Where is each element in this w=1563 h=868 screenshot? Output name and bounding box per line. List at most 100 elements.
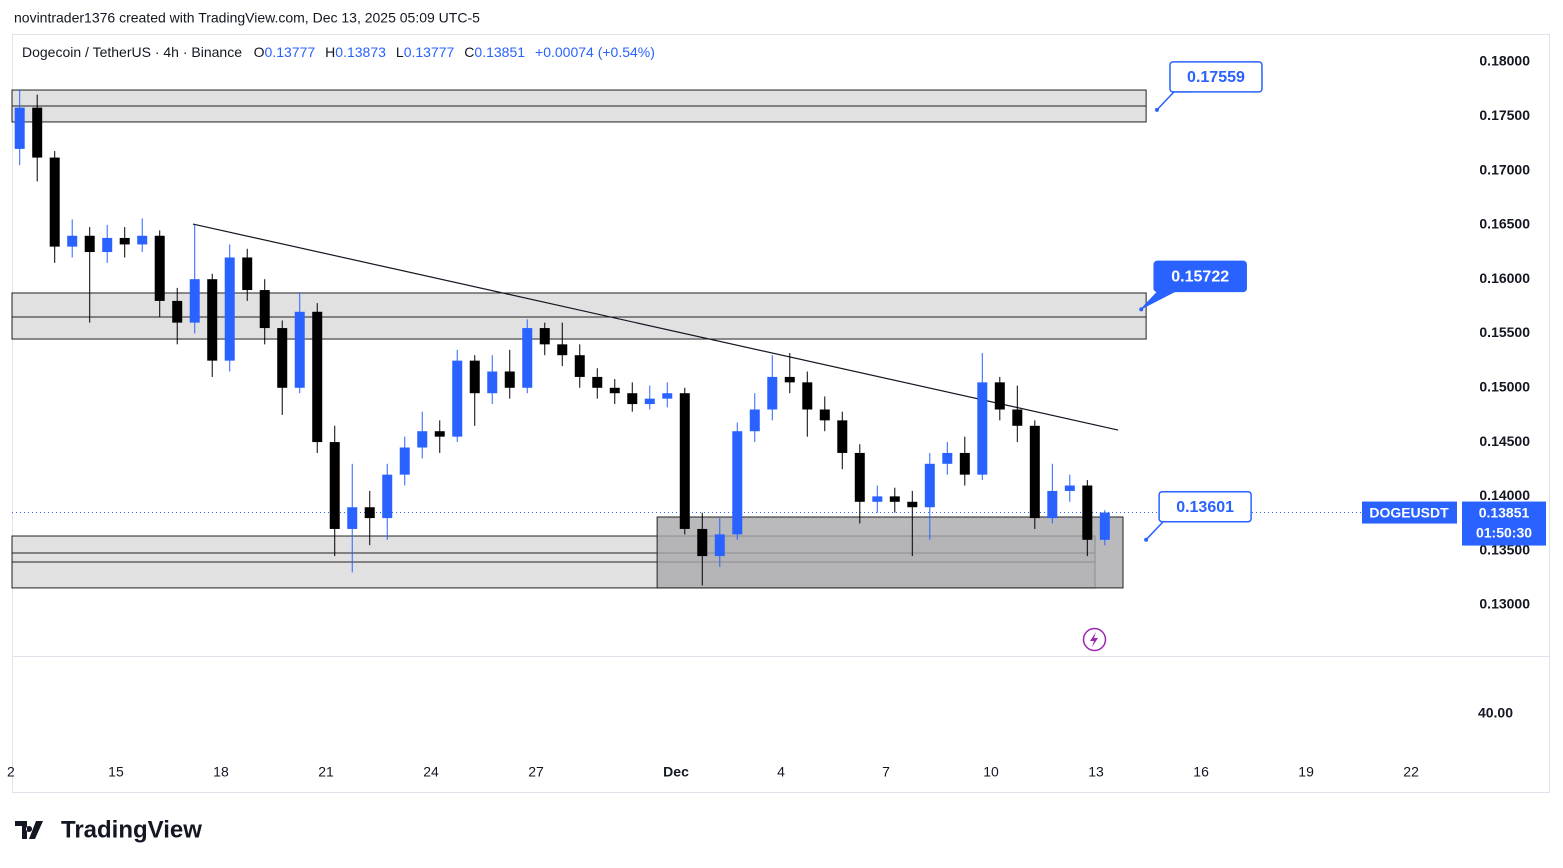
y-tick-label: 0.15500 <box>1479 324 1530 340</box>
y-tick-label: 0.17500 <box>1479 107 1530 123</box>
y-tick-label: 0.16500 <box>1479 216 1530 232</box>
trendline <box>192 223 1119 431</box>
candle-body <box>1082 485 1093 540</box>
candle-body <box>417 431 428 448</box>
candle-body <box>574 355 585 377</box>
x-tick-label: 24 <box>423 764 439 780</box>
candle-body <box>1029 425 1040 519</box>
legend-title: Dogecoin / TetherUS · 4h · Binance <box>22 44 242 60</box>
callout-box <box>1153 260 1247 293</box>
callout-label: 0.17559 <box>1187 69 1245 86</box>
candle-body <box>924 463 935 508</box>
zone <box>11 292 1147 340</box>
candle-body <box>767 376 778 410</box>
candle-body <box>644 398 655 405</box>
candle-body <box>469 360 480 394</box>
last-price-tag <box>1462 501 1546 546</box>
candle-body <box>1064 485 1075 491</box>
candle-body <box>679 393 690 529</box>
candle-body <box>294 311 305 388</box>
candle-body <box>504 371 515 388</box>
candle-body <box>382 474 393 519</box>
legend-value: 0.13777 <box>264 44 316 60</box>
candle-body <box>662 393 673 399</box>
candle-body <box>32 107 43 158</box>
candle-body <box>784 376 795 383</box>
symbol-tag-label: DOGEUSDT <box>1369 504 1449 520</box>
volume-scale-label: 40.00 <box>1478 705 1513 721</box>
x-tick-label: 18 <box>213 764 229 780</box>
candle-body <box>487 371 498 394</box>
legend-value: 0.13873 <box>335 44 386 60</box>
candle-body <box>207 279 218 361</box>
candle-body <box>522 328 533 388</box>
y-tick-label: 0.15000 <box>1479 378 1530 394</box>
candle-body <box>242 257 253 291</box>
legend-value: 0.13851 <box>474 44 526 60</box>
candle-body <box>697 528 708 557</box>
zone <box>656 516 1124 589</box>
x-tick-label: 2 <box>7 764 15 780</box>
candle-body <box>907 501 918 508</box>
y-tick-label: 0.14500 <box>1479 433 1530 449</box>
last-price-label: 0.13851 <box>1479 504 1530 520</box>
callout-label: 0.13601 <box>1176 499 1234 516</box>
candle-body <box>889 496 900 502</box>
x-tick-label: 21 <box>318 764 334 780</box>
candle-body <box>137 235 148 245</box>
candle-body <box>627 393 638 405</box>
candle-body <box>977 382 988 475</box>
candle-body <box>84 235 95 253</box>
candle-body <box>102 237 113 253</box>
candle-body <box>49 157 60 247</box>
candle-body <box>802 382 813 410</box>
legend-value: 0.13777 <box>403 44 455 60</box>
candle-body <box>714 534 725 557</box>
candle-body <box>434 431 445 437</box>
candle-body <box>119 237 130 245</box>
y-tick-label: 0.17000 <box>1479 161 1530 177</box>
chart-frame <box>12 34 1550 793</box>
candle-body <box>312 311 323 443</box>
candle-body <box>329 442 340 529</box>
candle-body <box>1012 409 1023 426</box>
legend-change: +0.00074 (+0.54%) <box>535 44 655 60</box>
callout-box <box>1158 490 1252 523</box>
candle-body <box>749 409 760 432</box>
x-tick-label: 22 <box>1403 764 1419 780</box>
candle-body <box>154 235 165 301</box>
candle-body <box>172 300 183 323</box>
legend-key: O <box>253 44 265 60</box>
candle-body <box>994 382 1005 410</box>
candle-body <box>1099 512 1110 540</box>
y-tick-label: 0.16000 <box>1479 270 1530 286</box>
candle-body <box>399 447 410 475</box>
callout-label: 0.15722 <box>1171 269 1229 286</box>
legend: Dogecoin / TetherUS · 4h · Binance O0.13… <box>22 44 665 60</box>
candle-body <box>452 360 463 437</box>
candle-body <box>942 452 953 464</box>
callout-anchor <box>1154 107 1159 112</box>
y-tick-label: 0.18000 <box>1479 53 1530 69</box>
countdown: 01:50:30 <box>1476 524 1532 540</box>
ohlc-values: O0.13777 H0.13873 L0.13777 C0.13851 <box>254 44 535 60</box>
candle-body <box>592 376 603 388</box>
alert-icon <box>1082 627 1107 652</box>
x-tick-label: 4 <box>777 764 785 780</box>
y-tick-label: 0.13000 <box>1479 596 1530 612</box>
candle-body <box>14 107 25 149</box>
x-tick-label: Dec <box>663 764 689 780</box>
legend-key: L <box>395 44 404 60</box>
x-tick-label: 10 <box>983 764 999 780</box>
x-tick-label: 16 <box>1193 764 1209 780</box>
symbol-tag <box>1362 501 1457 524</box>
candle-body <box>189 279 200 323</box>
callout-anchor <box>1144 537 1149 542</box>
candle-body <box>224 257 235 361</box>
candle-body <box>557 344 568 356</box>
x-tick-label: 19 <box>1298 764 1314 780</box>
candle-body <box>837 420 848 453</box>
candle-body <box>609 387 620 394</box>
candle-body <box>1047 490 1058 519</box>
